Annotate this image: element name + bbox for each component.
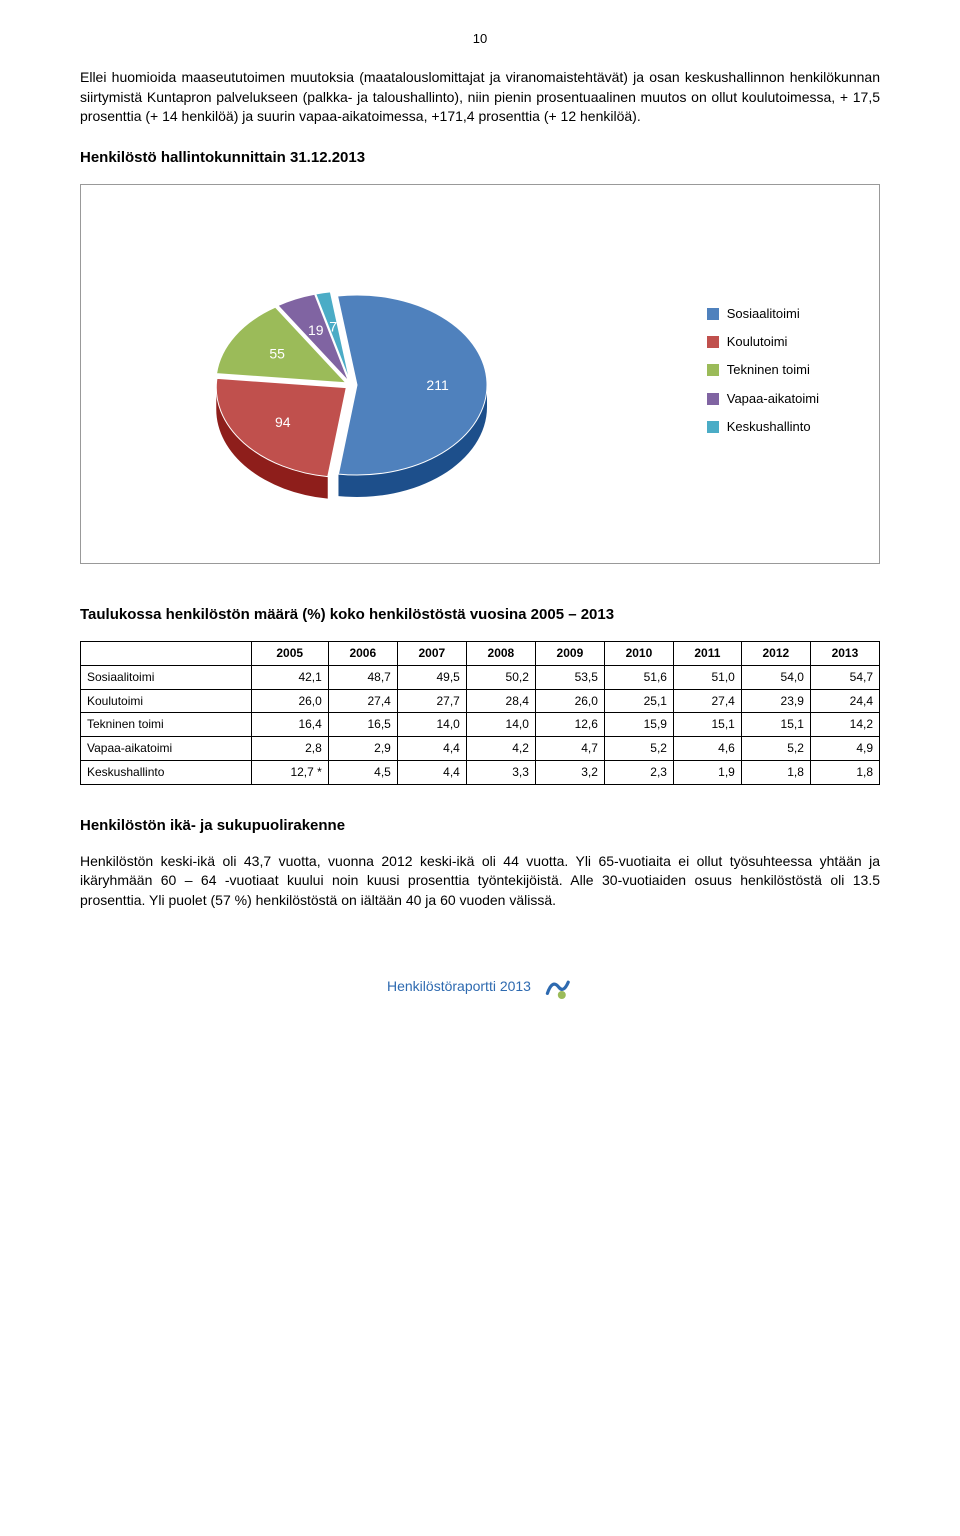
table-cell: 49,5	[397, 665, 466, 689]
table-header-cell: 2008	[466, 641, 535, 665]
table-header-cell: 2009	[535, 641, 604, 665]
table-cell: 27,4	[673, 689, 741, 713]
table-cell: 2,9	[328, 737, 397, 761]
legend-label: Sosiaalitoimi	[727, 305, 800, 323]
table-row: Keskushallinto12,7 *4,54,43,33,22,31,91,…	[81, 760, 880, 784]
table-cell: 4,7	[535, 737, 604, 761]
table-cell: 4,4	[397, 737, 466, 761]
table-header-cell: 2006	[328, 641, 397, 665]
table-cell: 25,1	[604, 689, 673, 713]
table-cell: 1,9	[673, 760, 741, 784]
legend-label: Vapaa-aikatoimi	[727, 390, 819, 408]
legend-color-icon	[707, 308, 719, 320]
legend-item: Sosiaalitoimi	[707, 305, 819, 323]
legend-label: Tekninen toimi	[727, 361, 810, 379]
table-cell: 12,7 *	[251, 760, 328, 784]
table-row: Vapaa-aikatoimi2,82,94,44,24,75,24,65,24…	[81, 737, 880, 761]
table-cell: 5,2	[741, 737, 810, 761]
svg-text:211: 211	[426, 377, 449, 393]
table-cell: Koulutoimi	[81, 689, 252, 713]
table-cell: 3,3	[466, 760, 535, 784]
table-cell: 14,0	[397, 713, 466, 737]
table-header-cell: 2011	[673, 641, 741, 665]
table-cell: 14,2	[810, 713, 879, 737]
table-cell: 26,0	[251, 689, 328, 713]
table-cell: 14,0	[466, 713, 535, 737]
table-cell: 5,2	[604, 737, 673, 761]
table-cell: 4,5	[328, 760, 397, 784]
legend-color-icon	[707, 421, 719, 433]
table-cell: 2,8	[251, 737, 328, 761]
table-header-cell: 2010	[604, 641, 673, 665]
table-cell: Keskushallinto	[81, 760, 252, 784]
table-cell: 15,9	[604, 713, 673, 737]
table-cell: 50,2	[466, 665, 535, 689]
table-header-cell: 2005	[251, 641, 328, 665]
pie-chart: 211 94 55 19 7	[181, 255, 521, 541]
table-cell: 4,4	[397, 760, 466, 784]
svg-text:19: 19	[308, 322, 324, 338]
table-cell: 15,1	[673, 713, 741, 737]
svg-text:94: 94	[275, 414, 291, 430]
table-cell: 12,6	[535, 713, 604, 737]
table-header-cell: 2007	[397, 641, 466, 665]
table-heading: Taulukossa henkilöstön määrä (%) koko he…	[80, 604, 880, 625]
heading-chart: Henkilöstö hallintokunnittain 31.12.2013	[80, 147, 880, 168]
table-cell: 51,6	[604, 665, 673, 689]
legend-label: Keskushallinto	[727, 418, 811, 436]
table-cell: 16,5	[328, 713, 397, 737]
table-cell: 15,1	[741, 713, 810, 737]
table-cell: 54,7	[810, 665, 879, 689]
table-header-cell: 2013	[810, 641, 879, 665]
legend-item: Vapaa-aikatoimi	[707, 390, 819, 408]
footer-text: Henkilöstöraportti 2013	[387, 977, 531, 997]
table-cell: 51,0	[673, 665, 741, 689]
table-cell: Tekninen toimi	[81, 713, 252, 737]
table-cell: 23,9	[741, 689, 810, 713]
legend-color-icon	[707, 393, 719, 405]
heading-age: Henkilöstön ikä- ja sukupuolirakenne	[80, 815, 880, 836]
table-header-cell	[81, 641, 252, 665]
table-row: Sosiaalitoimi42,148,749,550,253,551,651,…	[81, 665, 880, 689]
table-row: Tekninen toimi16,416,514,014,012,615,915…	[81, 713, 880, 737]
table-cell: 1,8	[741, 760, 810, 784]
legend-item: Koulutoimi	[707, 333, 819, 351]
legend-item: Keskushallinto	[707, 418, 819, 436]
svg-text:55: 55	[269, 346, 285, 362]
table-cell: 4,6	[673, 737, 741, 761]
table-cell: 27,7	[397, 689, 466, 713]
table-cell: 42,1	[251, 665, 328, 689]
footer-logo-icon	[541, 971, 573, 1003]
data-table: 200520062007200820092010201120122013Sosi…	[80, 641, 880, 785]
table-cell: Sosiaalitoimi	[81, 665, 252, 689]
age-paragraph: Henkilöstön keski-ikä oli 43,7 vuotta, v…	[80, 852, 880, 911]
legend-color-icon	[707, 364, 719, 376]
table-cell: 28,4	[466, 689, 535, 713]
table-cell: 4,2	[466, 737, 535, 761]
footer: Henkilöstöraportti 2013	[80, 971, 880, 1003]
table-cell: 54,0	[741, 665, 810, 689]
table-row: Koulutoimi26,027,427,728,426,025,127,423…	[81, 689, 880, 713]
pie-chart-container: 211 94 55 19 7 Sosiaalitoimi Koulutoimi Teknin…	[80, 184, 880, 564]
table-cell: 26,0	[535, 689, 604, 713]
table-cell: 48,7	[328, 665, 397, 689]
svg-text:7: 7	[329, 318, 337, 334]
chart-legend: Sosiaalitoimi Koulutoimi Tekninen toimi Vap…	[707, 305, 819, 446]
intro-paragraph: Ellei huomioida maaseututoimen muutoksia…	[80, 68, 880, 127]
table-cell: 4,9	[810, 737, 879, 761]
legend-item: Tekninen toimi	[707, 361, 819, 379]
legend-label: Koulutoimi	[727, 333, 788, 351]
table-header-cell: 2012	[741, 641, 810, 665]
table-cell: 53,5	[535, 665, 604, 689]
legend-color-icon	[707, 336, 719, 348]
table-cell: 24,4	[810, 689, 879, 713]
table-cell: 3,2	[535, 760, 604, 784]
table-cell: 2,3	[604, 760, 673, 784]
table-cell: 27,4	[328, 689, 397, 713]
table-cell: 16,4	[251, 713, 328, 737]
table-cell: Vapaa-aikatoimi	[81, 737, 252, 761]
table-cell: 1,8	[810, 760, 879, 784]
page-number: 10	[80, 30, 880, 48]
